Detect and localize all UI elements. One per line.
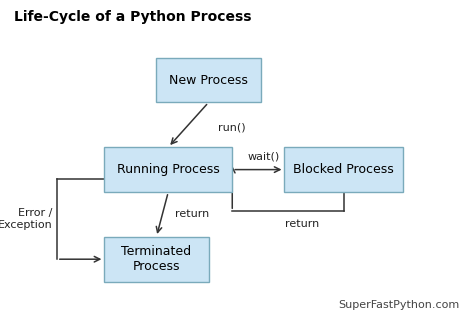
Text: SuperFastPython.com: SuperFastPython.com <box>338 300 460 310</box>
Text: wait(): wait() <box>247 152 280 162</box>
FancyBboxPatch shape <box>284 147 403 192</box>
Text: return: return <box>285 219 319 229</box>
Text: New Process: New Process <box>169 74 248 86</box>
FancyBboxPatch shape <box>156 58 261 102</box>
Text: Error /
Exception: Error / Exception <box>0 208 52 230</box>
Text: Terminated
Process: Terminated Process <box>121 245 191 273</box>
Text: Blocked Process: Blocked Process <box>293 163 394 176</box>
Text: Life-Cycle of a Python Process: Life-Cycle of a Python Process <box>14 10 252 24</box>
FancyBboxPatch shape <box>104 237 209 282</box>
Text: Running Process: Running Process <box>117 163 219 176</box>
Text: return: return <box>175 209 210 220</box>
Text: run(): run() <box>218 123 246 133</box>
FancyBboxPatch shape <box>104 147 232 192</box>
